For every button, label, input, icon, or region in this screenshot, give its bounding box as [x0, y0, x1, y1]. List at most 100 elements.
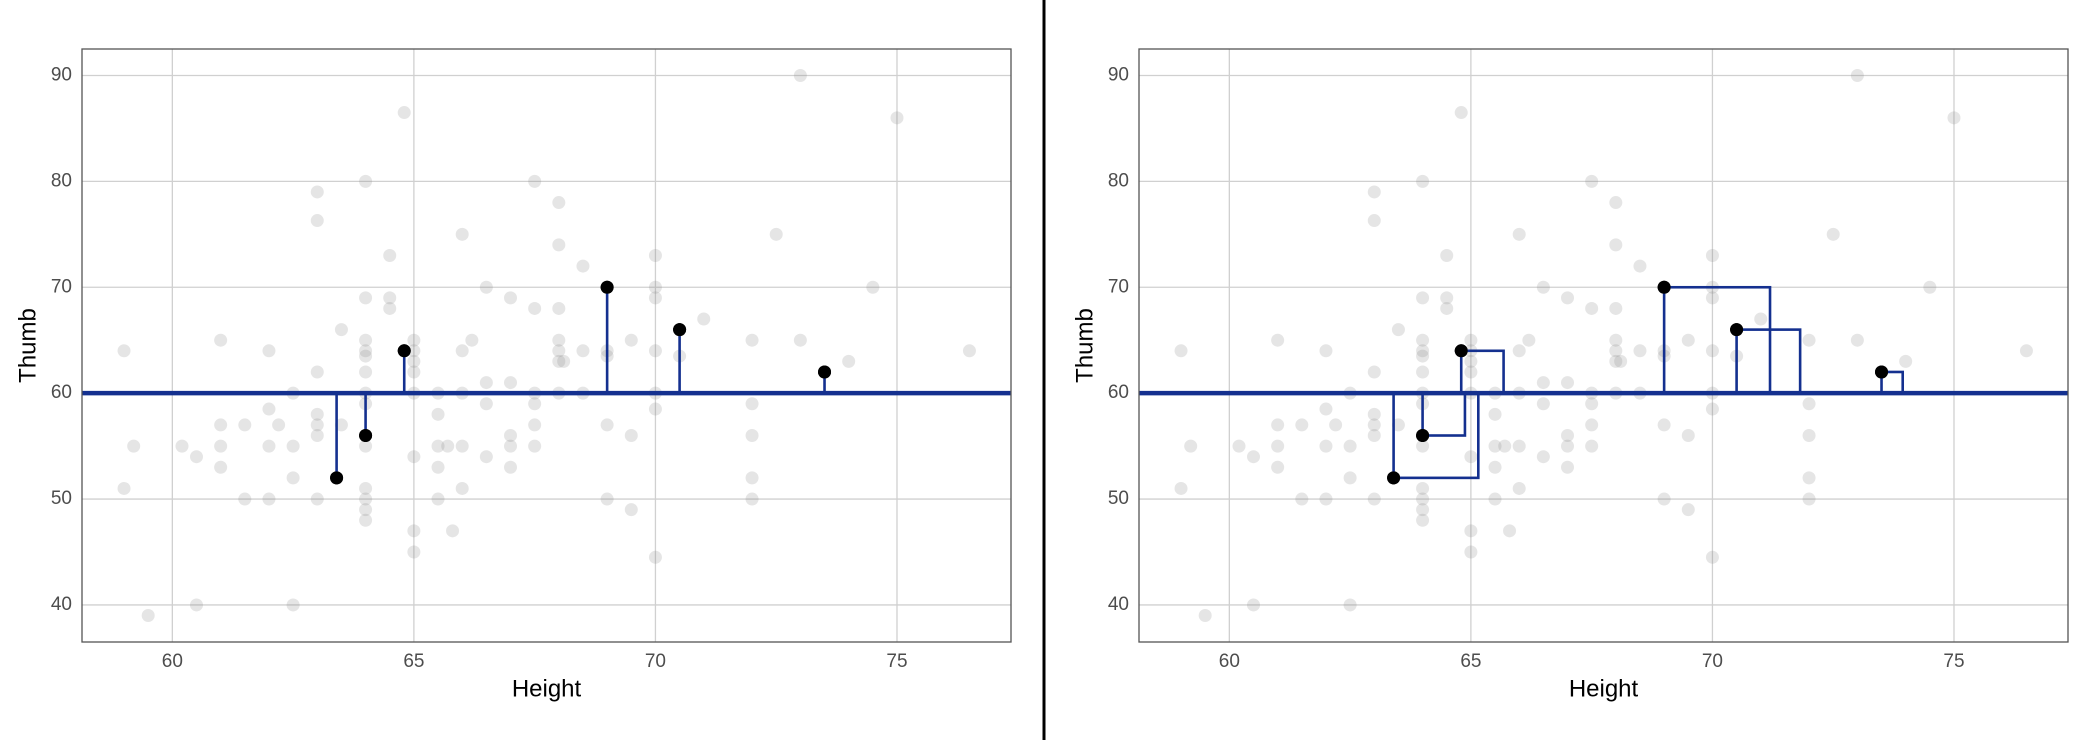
point — [1802, 333, 1816, 347]
point — [334, 418, 348, 432]
x-tick-label: 70 — [645, 651, 666, 672]
point — [310, 407, 324, 421]
point — [1657, 280, 1671, 294]
point — [552, 333, 566, 347]
point — [1754, 312, 1768, 326]
point — [262, 439, 276, 453]
point — [1512, 227, 1526, 241]
point — [359, 333, 373, 347]
point — [1585, 418, 1599, 432]
point — [745, 429, 759, 443]
point — [214, 418, 228, 432]
point — [1416, 344, 1430, 358]
point — [1536, 397, 1550, 411]
point — [557, 354, 571, 368]
residual-square — [1421, 391, 1467, 437]
y-tick-label: 60 — [51, 382, 72, 403]
point — [1705, 344, 1719, 358]
point — [1440, 301, 1454, 315]
point — [1454, 344, 1468, 358]
point — [697, 312, 711, 326]
point — [624, 503, 638, 517]
point — [528, 174, 542, 188]
plot-frame — [1138, 48, 2069, 643]
point — [1585, 439, 1599, 453]
point — [1464, 450, 1478, 464]
point — [1387, 471, 1401, 485]
point — [479, 280, 493, 294]
point — [431, 492, 445, 506]
point — [1802, 429, 1816, 443]
point — [238, 492, 252, 506]
point — [1319, 402, 1333, 416]
point — [465, 333, 479, 347]
point — [1512, 344, 1526, 358]
point — [528, 418, 542, 432]
point — [504, 429, 518, 443]
point — [648, 344, 662, 358]
point — [1319, 439, 1333, 453]
point — [1705, 291, 1719, 305]
point — [1367, 214, 1381, 228]
point — [648, 248, 662, 262]
point — [1585, 301, 1599, 315]
point — [745, 397, 759, 411]
point — [1391, 418, 1405, 432]
point — [504, 376, 518, 390]
point — [1246, 598, 1260, 612]
point — [1609, 354, 1623, 368]
point — [1802, 492, 1816, 506]
point — [479, 450, 493, 464]
point — [745, 471, 759, 485]
point — [359, 365, 373, 379]
point — [238, 418, 252, 432]
point — [262, 492, 276, 506]
point — [1367, 365, 1381, 379]
point — [359, 513, 373, 527]
point — [455, 344, 469, 358]
point — [528, 301, 542, 315]
point — [1416, 174, 1430, 188]
y-tick-label: 70 — [1108, 276, 1129, 297]
point — [286, 598, 300, 612]
point — [214, 439, 228, 453]
point — [1536, 450, 1550, 464]
point — [1561, 291, 1575, 305]
y-tick-label: 40 — [51, 594, 72, 615]
y-axis-label: Thumb — [1071, 308, 1098, 383]
point — [648, 402, 662, 416]
y-tick-label: 70 — [51, 276, 72, 297]
point — [330, 471, 344, 485]
point — [1391, 323, 1405, 337]
point — [1174, 344, 1188, 358]
point — [552, 301, 566, 315]
point — [1271, 333, 1285, 347]
point — [1416, 291, 1430, 305]
point — [127, 439, 141, 453]
point — [1464, 333, 1478, 347]
point — [648, 550, 662, 564]
y-tick-label: 50 — [1108, 488, 1129, 509]
point — [1367, 407, 1381, 421]
point — [1367, 492, 1381, 506]
point — [1416, 365, 1430, 379]
point — [141, 609, 155, 623]
point — [310, 214, 324, 228]
point — [383, 301, 397, 315]
point — [769, 227, 783, 241]
x-tick-label: 65 — [1460, 651, 1481, 672]
point — [1522, 333, 1536, 347]
y-tick-label: 80 — [1108, 170, 1129, 191]
point — [1802, 471, 1816, 485]
point — [576, 259, 590, 273]
point — [1875, 365, 1889, 379]
point — [745, 492, 759, 506]
point — [1899, 354, 1913, 368]
point — [1609, 196, 1623, 210]
point — [479, 376, 493, 390]
point — [1271, 418, 1285, 432]
point — [334, 323, 348, 337]
point — [214, 460, 228, 474]
point — [1416, 492, 1430, 506]
point — [175, 439, 189, 453]
